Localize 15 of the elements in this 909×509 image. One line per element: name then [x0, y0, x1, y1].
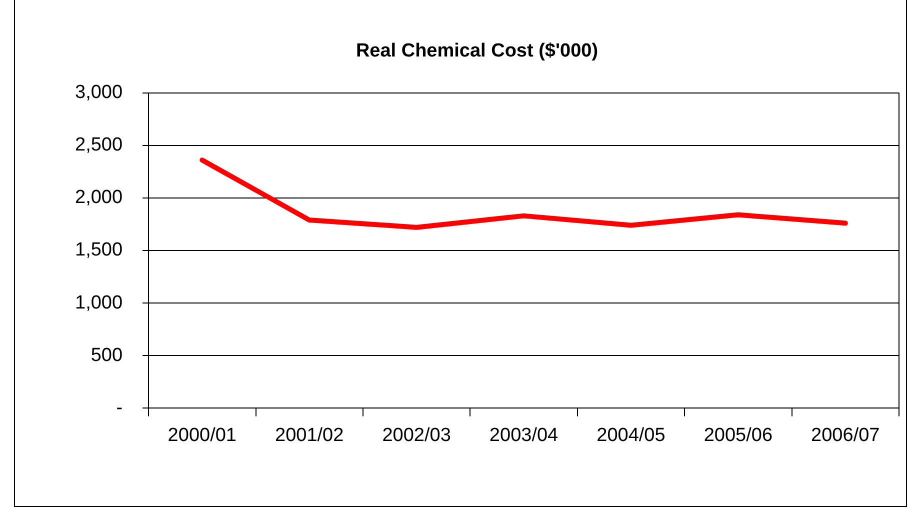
- x-tick-label: 2005/06: [704, 424, 773, 446]
- x-tick-label: 2001/02: [275, 424, 344, 446]
- y-tick-label: -: [116, 397, 123, 418]
- x-tick-label: 2002/03: [382, 424, 451, 446]
- y-tick-label: 500: [90, 344, 123, 366]
- x-tick-label: 2006/07: [811, 424, 880, 446]
- y-tick-label: 2,500: [75, 134, 123, 156]
- y-tick-label: 1,500: [75, 240, 123, 261]
- y-tick-label: 2,000: [75, 187, 123, 208]
- chart-title: Real Chemical Cost ($'000): [356, 40, 598, 62]
- x-tick-label: 2000/01: [168, 424, 236, 446]
- y-tick-label: 3,000: [75, 82, 123, 104]
- x-tick-label: 2004/05: [596, 424, 666, 446]
- x-tick-label: 2003/04: [489, 424, 559, 446]
- y-tick-label: 1,000: [75, 292, 123, 314]
